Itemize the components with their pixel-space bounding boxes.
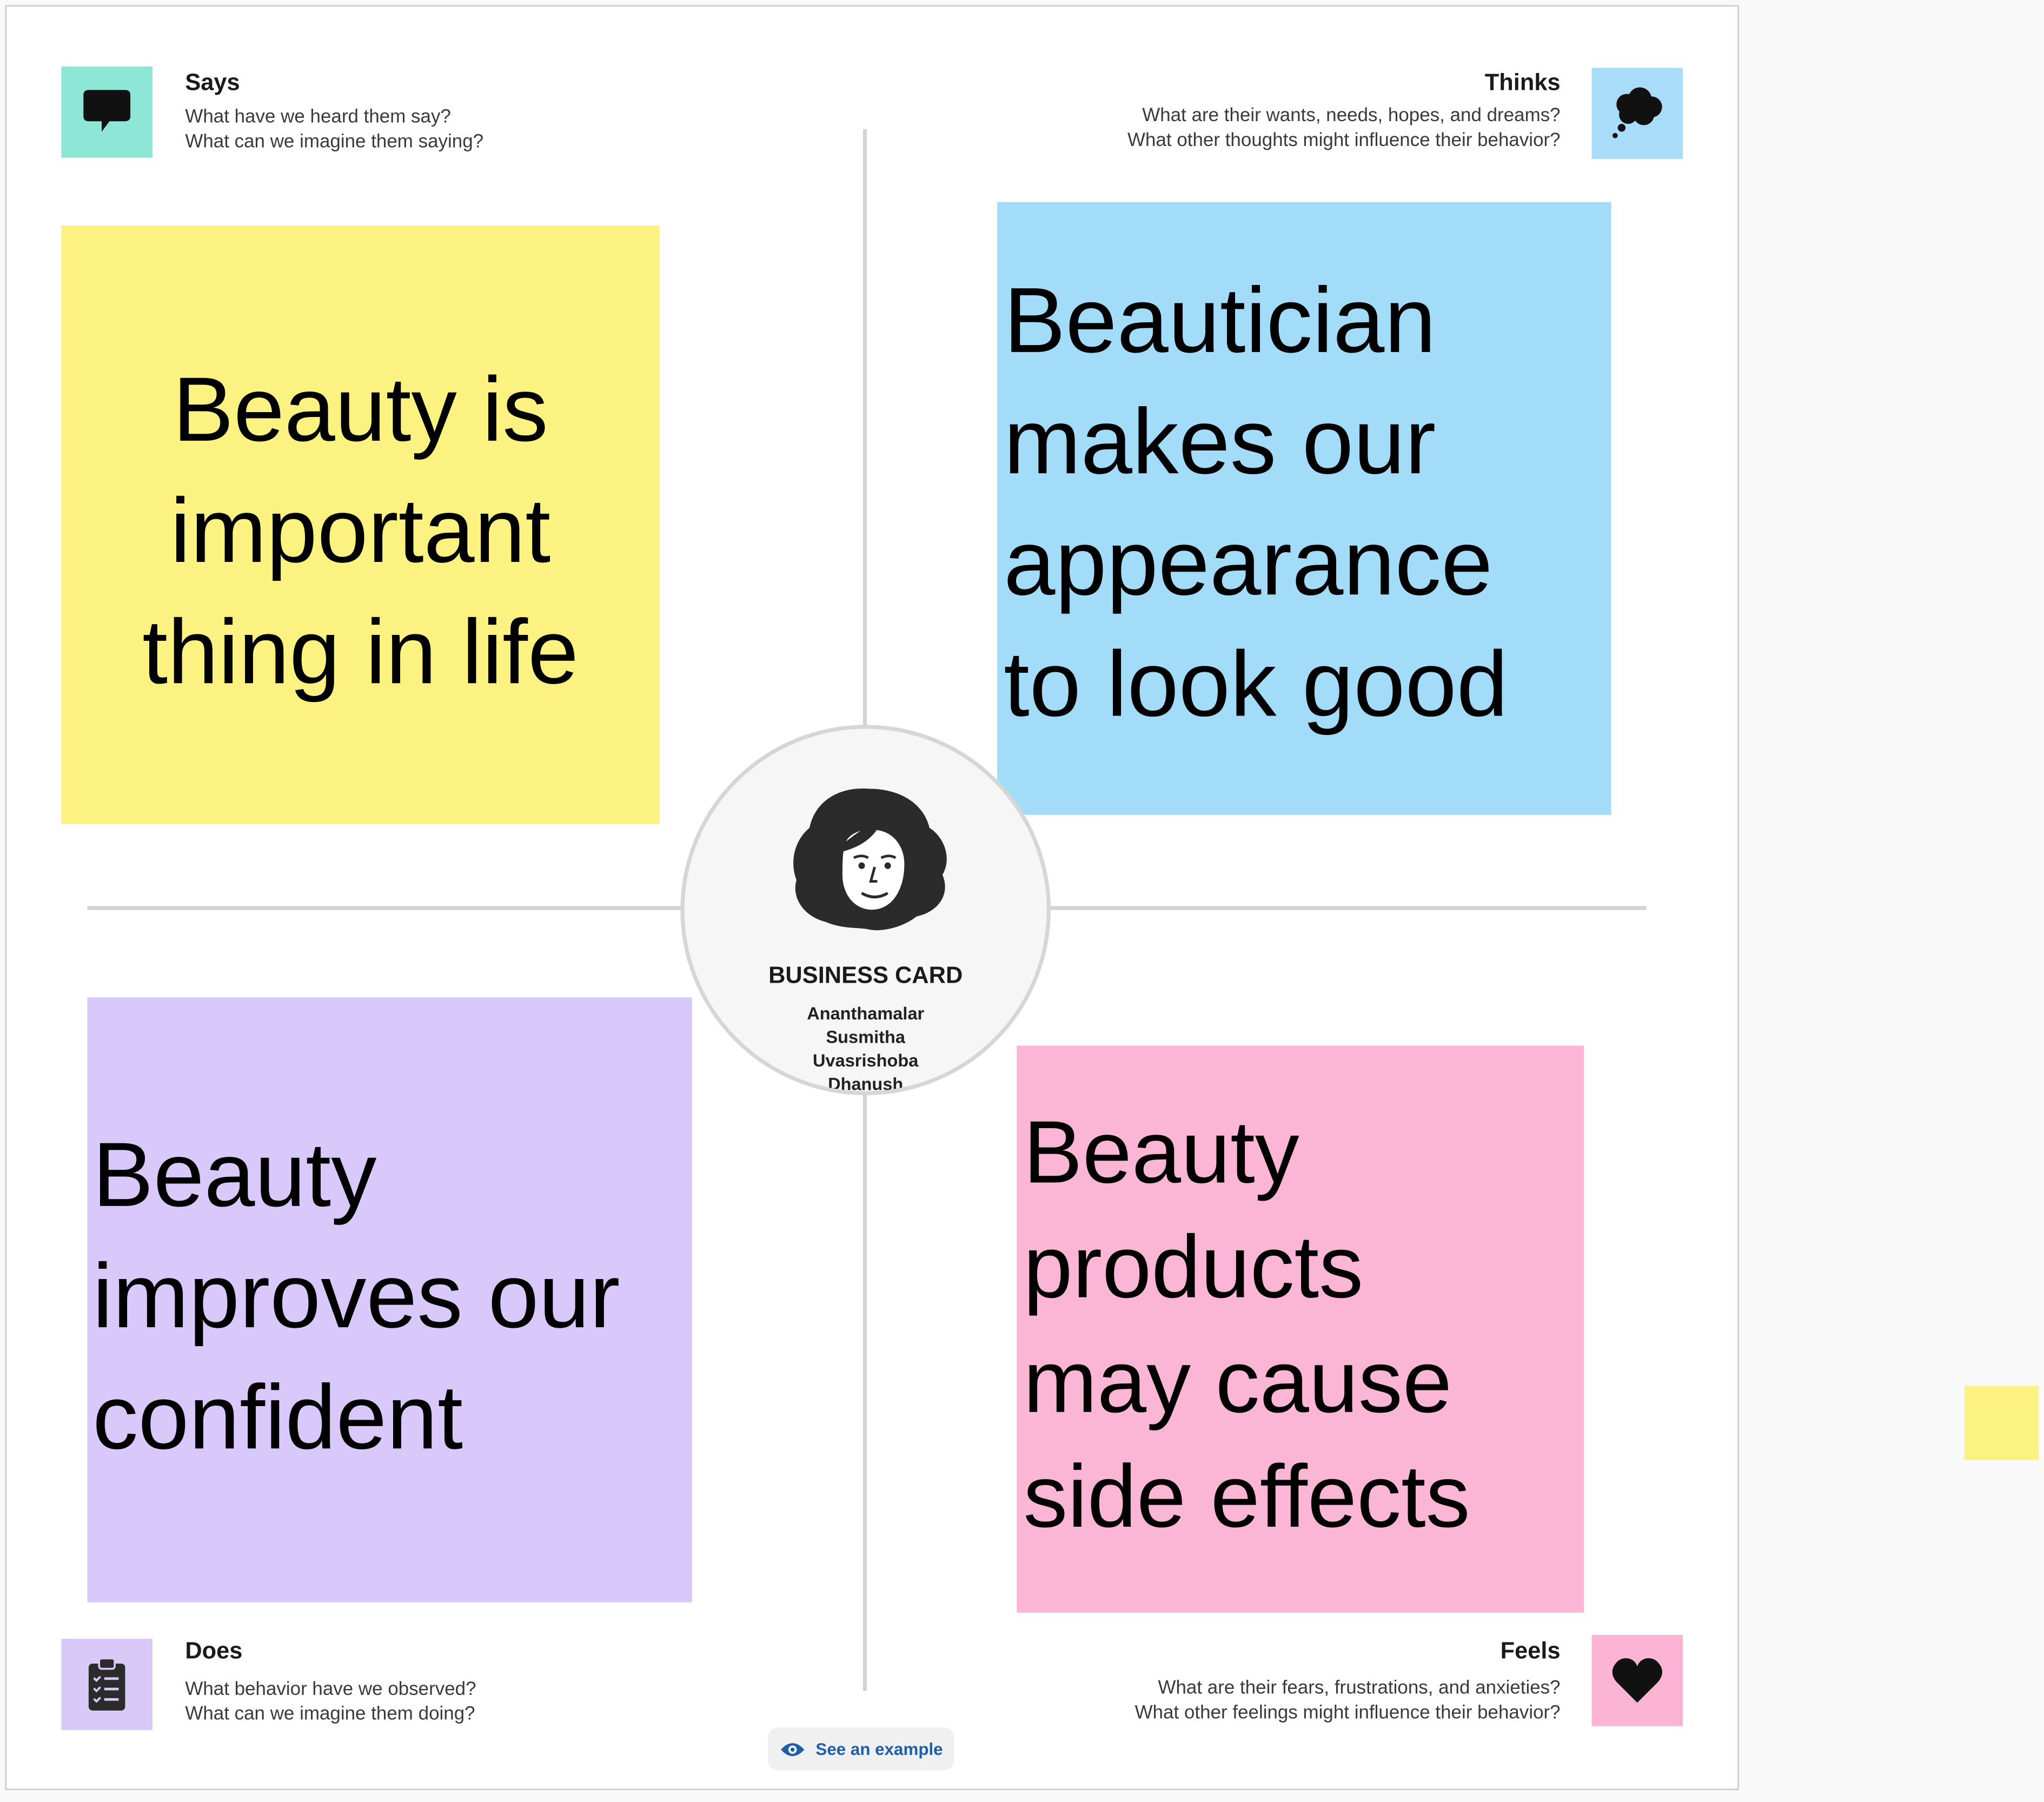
feels-description: What are their fears, frustrations, and …: [1135, 1677, 1561, 1726]
sticky-line: Beauty: [1023, 1103, 1299, 1202]
clipboard-checklist-icon: [61, 1639, 153, 1731]
sticky-line: appearance: [1004, 512, 1493, 615]
see-example-button[interactable]: See an example: [767, 1727, 954, 1771]
sticky-line: Beauty is: [172, 358, 548, 460]
woman-avatar-icon: [793, 788, 947, 931]
sticky-line: products: [1023, 1217, 1364, 1317]
feels-description-line: What other feelings might influence thei…: [1134, 1702, 1561, 1724]
sticky-line: Beautician: [1004, 270, 1436, 373]
sticky-line: to look good: [1004, 633, 1508, 737]
says-heading: Says: [185, 69, 240, 95]
persona-name: Susmitha: [826, 1027, 905, 1047]
heart-icon: [1591, 1635, 1683, 1726]
eye-icon: [780, 1742, 804, 1756]
does-sticky-note[interactable]: Beauty improves our confident: [87, 997, 693, 1602]
feels-description-line: What are their fears, frustrations, and …: [1158, 1678, 1561, 1699]
feels-heading: Feels: [1500, 1637, 1561, 1664]
thinks-description-line: What are their wants, needs, hopes, and …: [1142, 105, 1561, 127]
persona-title: BUSINESS CARD: [768, 962, 963, 989]
thinks-description: What are their wants, needs, hopes, and …: [1127, 104, 1561, 154]
thought-cloud-icon: [1591, 68, 1683, 160]
does-heading: Does: [185, 1637, 243, 1664]
persona-name: Uvasrishoba: [813, 1051, 919, 1071]
persona-card[interactable]: BUSINESS CARD Ananthamalar Susmitha Uvas…: [680, 725, 1051, 1095]
says-sticky-note[interactable]: Beauty is important thing in life: [61, 226, 660, 824]
sticky-line: Beauty: [92, 1124, 377, 1226]
sticky-line: improves our: [92, 1245, 620, 1347]
sticky-line: important: [170, 480, 551, 582]
side-sticky-note[interactable]: [1964, 1386, 2039, 1460]
speech-bubble-icon: [61, 66, 153, 158]
sticky-line: confident: [92, 1366, 463, 1468]
does-description-line: What can we imagine them doing?: [185, 1704, 475, 1725]
does-description-line: What behavior have we observed?: [185, 1679, 476, 1700]
persona-name: Dhanush: [828, 1074, 904, 1094]
thinks-heading: Thinks: [1484, 69, 1561, 95]
thinks-description-line: What other thoughts might influence thei…: [1127, 130, 1561, 151]
persona-names: Ananthamalar Susmitha Uvasrishoba Dhanus…: [685, 1003, 1047, 1094]
see-example-label: See an example: [815, 1739, 943, 1759]
sticky-line: side effects: [1023, 1447, 1470, 1547]
sticky-line: may cause: [1023, 1332, 1452, 1432]
says-description: What have we heard them say? What can we…: [185, 105, 483, 155]
sticky-line: thing in life: [142, 601, 579, 703]
thinks-sticky-note[interactable]: Beautician makes our appearance to look …: [997, 202, 1611, 815]
does-description: What behavior have we observed? What can…: [185, 1678, 476, 1728]
says-description-line: What have we heard them say?: [185, 107, 451, 128]
feels-sticky-note[interactable]: Beauty products may cause side effects: [1017, 1045, 1584, 1613]
sticky-line: makes our: [1004, 391, 1436, 494]
says-description-line: What can we imagine them saying?: [185, 131, 484, 153]
persona-name: Ananthamalar: [807, 1004, 925, 1024]
